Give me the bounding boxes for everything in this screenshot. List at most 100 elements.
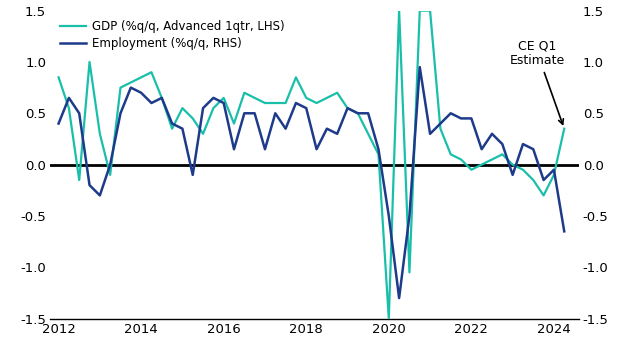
Employment (%q/q, RHS): [106, 162, 114, 167]
Employment (%q/q, RHS): [426, 132, 434, 136]
Legend: GDP (%q/q, Advanced 1qtr, LHS), Employment (%q/q, RHS): GDP (%q/q, Advanced 1qtr, LHS), Employme…: [56, 17, 288, 54]
Line: Employment (%q/q, RHS): Employment (%q/q, RHS): [58, 67, 564, 298]
GDP (%q/q, Advanced 1qtr, LHS): [179, 106, 186, 110]
GDP (%q/q, Advanced 1qtr, LHS): [117, 86, 125, 90]
GDP (%q/q, Advanced 1qtr, LHS): [354, 111, 362, 115]
Employment (%q/q, RHS): [75, 111, 83, 115]
Employment (%q/q, RHS): [416, 65, 423, 69]
Employment (%q/q, RHS): [406, 214, 413, 218]
Employment (%q/q, RHS): [478, 147, 486, 152]
GDP (%q/q, Advanced 1qtr, LHS): [467, 168, 475, 172]
GDP (%q/q, Advanced 1qtr, LHS): [272, 101, 279, 105]
GDP (%q/q, Advanced 1qtr, LHS): [519, 168, 526, 172]
GDP (%q/q, Advanced 1qtr, LHS): [220, 96, 228, 100]
Employment (%q/q, RHS): [220, 101, 228, 105]
Employment (%q/q, RHS): [323, 127, 331, 131]
Employment (%q/q, RHS): [375, 147, 382, 152]
Text: CE Q1
Estimate: CE Q1 Estimate: [509, 39, 565, 124]
Employment (%q/q, RHS): [343, 106, 351, 110]
Employment (%q/q, RHS): [261, 147, 269, 152]
Employment (%q/q, RHS): [437, 121, 444, 126]
Employment (%q/q, RHS): [499, 142, 506, 146]
Employment (%q/q, RHS): [199, 106, 207, 110]
Employment (%q/q, RHS): [467, 116, 475, 120]
GDP (%q/q, Advanced 1qtr, LHS): [343, 106, 351, 110]
Employment (%q/q, RHS): [385, 214, 392, 218]
GDP (%q/q, Advanced 1qtr, LHS): [303, 96, 310, 100]
Employment (%q/q, RHS): [65, 96, 73, 100]
Employment (%q/q, RHS): [313, 147, 320, 152]
GDP (%q/q, Advanced 1qtr, LHS): [292, 75, 299, 80]
GDP (%q/q, Advanced 1qtr, LHS): [313, 101, 320, 105]
Employment (%q/q, RHS): [282, 127, 289, 131]
Employment (%q/q, RHS): [209, 96, 217, 100]
Employment (%q/q, RHS): [488, 132, 496, 136]
GDP (%q/q, Advanced 1qtr, LHS): [127, 80, 135, 85]
GDP (%q/q, Advanced 1qtr, LHS): [530, 178, 537, 182]
GDP (%q/q, Advanced 1qtr, LHS): [55, 75, 62, 80]
GDP (%q/q, Advanced 1qtr, LHS): [364, 132, 372, 136]
GDP (%q/q, Advanced 1qtr, LHS): [499, 152, 506, 156]
GDP (%q/q, Advanced 1qtr, LHS): [447, 152, 455, 156]
Employment (%q/q, RHS): [560, 229, 568, 234]
GDP (%q/q, Advanced 1qtr, LHS): [323, 96, 331, 100]
GDP (%q/q, Advanced 1qtr, LHS): [457, 157, 465, 161]
GDP (%q/q, Advanced 1qtr, LHS): [375, 152, 382, 156]
GDP (%q/q, Advanced 1qtr, LHS): [240, 91, 248, 95]
Employment (%q/q, RHS): [179, 127, 186, 131]
GDP (%q/q, Advanced 1qtr, LHS): [65, 106, 73, 110]
GDP (%q/q, Advanced 1qtr, LHS): [437, 127, 444, 131]
Employment (%q/q, RHS): [530, 147, 537, 152]
Employment (%q/q, RHS): [457, 116, 465, 120]
Employment (%q/q, RHS): [272, 111, 279, 115]
Employment (%q/q, RHS): [86, 183, 93, 187]
GDP (%q/q, Advanced 1qtr, LHS): [550, 173, 558, 177]
GDP (%q/q, Advanced 1qtr, LHS): [560, 127, 568, 131]
GDP (%q/q, Advanced 1qtr, LHS): [406, 270, 413, 275]
Employment (%q/q, RHS): [509, 173, 516, 177]
GDP (%q/q, Advanced 1qtr, LHS): [75, 178, 83, 182]
GDP (%q/q, Advanced 1qtr, LHS): [385, 316, 392, 321]
Employment (%q/q, RHS): [117, 111, 125, 115]
Employment (%q/q, RHS): [240, 111, 248, 115]
GDP (%q/q, Advanced 1qtr, LHS): [158, 96, 165, 100]
GDP (%q/q, Advanced 1qtr, LHS): [148, 70, 155, 74]
GDP (%q/q, Advanced 1qtr, LHS): [251, 96, 259, 100]
Employment (%q/q, RHS): [550, 168, 558, 172]
Employment (%q/q, RHS): [55, 121, 62, 126]
GDP (%q/q, Advanced 1qtr, LHS): [96, 132, 104, 136]
Employment (%q/q, RHS): [189, 173, 196, 177]
Employment (%q/q, RHS): [396, 296, 403, 300]
Employment (%q/q, RHS): [148, 101, 155, 105]
Employment (%q/q, RHS): [540, 178, 547, 182]
Employment (%q/q, RHS): [364, 111, 372, 115]
GDP (%q/q, Advanced 1qtr, LHS): [209, 106, 217, 110]
GDP (%q/q, Advanced 1qtr, LHS): [488, 157, 496, 161]
GDP (%q/q, Advanced 1qtr, LHS): [169, 127, 176, 131]
Employment (%q/q, RHS): [354, 111, 362, 115]
Employment (%q/q, RHS): [303, 106, 310, 110]
GDP (%q/q, Advanced 1qtr, LHS): [199, 132, 207, 136]
Employment (%q/q, RHS): [519, 142, 526, 146]
GDP (%q/q, Advanced 1qtr, LHS): [106, 173, 114, 177]
GDP (%q/q, Advanced 1qtr, LHS): [230, 121, 238, 126]
GDP (%q/q, Advanced 1qtr, LHS): [478, 162, 486, 167]
Employment (%q/q, RHS): [447, 111, 455, 115]
Employment (%q/q, RHS): [137, 91, 145, 95]
GDP (%q/q, Advanced 1qtr, LHS): [426, 8, 434, 13]
Line: GDP (%q/q, Advanced 1qtr, LHS): GDP (%q/q, Advanced 1qtr, LHS): [58, 11, 564, 319]
GDP (%q/q, Advanced 1qtr, LHS): [540, 193, 547, 198]
Employment (%q/q, RHS): [169, 121, 176, 126]
Employment (%q/q, RHS): [292, 101, 299, 105]
GDP (%q/q, Advanced 1qtr, LHS): [509, 162, 516, 167]
GDP (%q/q, Advanced 1qtr, LHS): [282, 101, 289, 105]
GDP (%q/q, Advanced 1qtr, LHS): [189, 116, 196, 120]
Employment (%q/q, RHS): [127, 86, 135, 90]
Employment (%q/q, RHS): [230, 147, 238, 152]
GDP (%q/q, Advanced 1qtr, LHS): [333, 91, 341, 95]
Employment (%q/q, RHS): [158, 96, 165, 100]
Employment (%q/q, RHS): [333, 132, 341, 136]
GDP (%q/q, Advanced 1qtr, LHS): [137, 75, 145, 80]
Employment (%q/q, RHS): [96, 193, 104, 198]
GDP (%q/q, Advanced 1qtr, LHS): [261, 101, 269, 105]
